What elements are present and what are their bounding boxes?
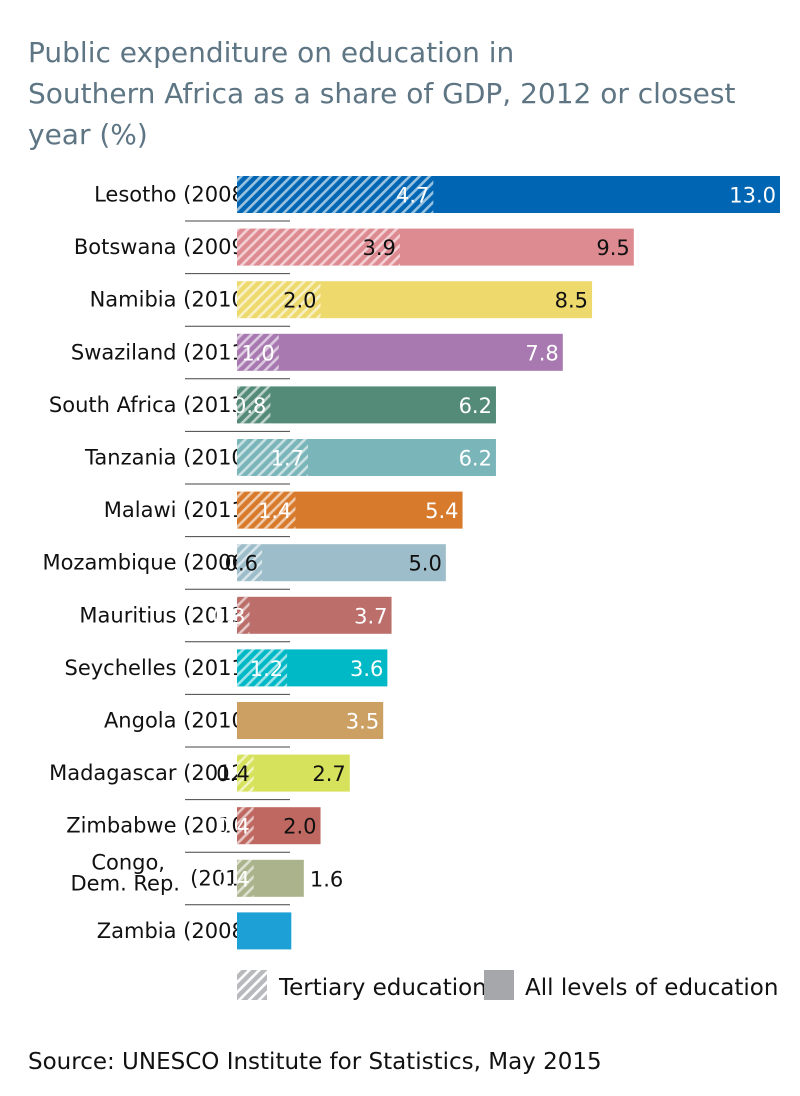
category-label: Zimbabwe (2010): [66, 814, 253, 838]
tertiary-value-label: 0.4: [216, 815, 249, 839]
category-label: Tanzania (2010): [84, 446, 253, 470]
bar-all-levels: [237, 754, 350, 792]
bar-all-levels: [237, 544, 446, 582]
all-levels-value-label: 6.2: [459, 394, 492, 418]
category-label: Malawi (2011): [104, 498, 253, 522]
bar-row: Congo, Dem. Rep. (2010)0.4 1.6: [71, 850, 343, 906]
category-label: Seychelles (2011): [65, 656, 254, 680]
bar-row: Zambia (2008) 1.3: [97, 912, 331, 950]
bar-row: Seychelles (2011)1.2 3.6: [65, 649, 388, 695]
all-levels-value-label: 8.5: [555, 289, 588, 313]
bar-tertiary: [237, 491, 296, 529]
category-label: Botswana (2009): [74, 235, 253, 259]
tertiary-value-label: 3.9: [362, 236, 395, 260]
bar-row: Malawi (2011) 1.4 5.4: [104, 491, 463, 538]
bar-tertiary: [237, 386, 271, 424]
tertiary-value-label: 0.4: [216, 762, 249, 786]
bar-row: Mozambique (2006)0.6 5.0: [42, 544, 446, 590]
category-label: Madagascar (2012): [49, 761, 253, 785]
tertiary-value-label: 1.2: [250, 657, 283, 681]
legend-item-all-levels: All levels of education: [484, 970, 778, 1001]
category-label: Swaziland (2011): [71, 340, 253, 364]
tertiary-value-label: 1.7: [271, 447, 304, 471]
legend-label-tertiary: Tertiary education: [278, 975, 487, 1001]
all-levels-value-label: 2.7: [312, 762, 345, 786]
category-label: Zambia (2008): [97, 919, 253, 943]
tertiary-value-label: 0.8: [233, 394, 266, 418]
chart-title: Public expenditure on education in Southe…: [28, 36, 735, 151]
bar-tertiary: [237, 333, 279, 371]
all-levels-value-label: 3.5: [346, 710, 379, 734]
all-levels-value-label: 5.0: [408, 552, 441, 576]
chart-title-line: Public expenditure on education in: [28, 36, 514, 69]
bar-tertiary: [237, 439, 309, 476]
bar-row: Lesotho (2008) 4.7 13.0: [94, 176, 780, 222]
tertiary-value-label: 0.6: [225, 552, 258, 576]
all-levels-value-label: 13.0: [729, 184, 776, 208]
bar-tertiary: [237, 228, 400, 266]
bar-all-levels: [237, 702, 384, 739]
bar-tertiary: [237, 596, 250, 634]
all-levels-value-label: 7.8: [525, 341, 558, 365]
tertiary-value-label: 0.4: [216, 867, 249, 891]
category-label: Angola (2010): [104, 709, 253, 733]
tertiary-value-label: 0.3: [212, 604, 245, 628]
tertiary-value-label: 1.0: [241, 341, 274, 365]
bar-tertiary: [237, 649, 288, 687]
chart-title-line: Southern Africa as a share of GDP, 2012 …: [28, 77, 735, 110]
category-label: Lesotho (2008): [94, 183, 253, 207]
legend: Tertiary education All levels of educatio…: [237, 970, 778, 1001]
bar-row: Mauritius (2013)0.3 3.7: [79, 596, 392, 643]
all-levels-value-label: 3.7: [354, 604, 387, 628]
bar-tertiary: [237, 544, 263, 582]
tertiary-value-label: 2.0: [283, 289, 316, 313]
all-levels-value-label: 2.0: [283, 815, 316, 839]
bar-tertiary: [237, 754, 254, 792]
category-label: Mauritius (2013): [79, 603, 253, 627]
all-levels-value-label: 1.3: [297, 920, 330, 944]
category-label: South Africa (2013): [49, 393, 253, 417]
bar-row: Zimbabwe (2010)0.4 2.0: [66, 807, 321, 853]
bar-row: Tanzania (2010) 1.7 6.2: [84, 439, 496, 485]
bar-tertiary: [237, 807, 254, 845]
all-levels-value-label: 6.2: [459, 447, 492, 471]
bar-row: Botswana (2009) 3.9 9.5: [74, 228, 634, 275]
bar-all-levels: [237, 333, 563, 371]
bar-all-levels: [237, 386, 496, 424]
legend-label-all-levels: All levels of education: [525, 975, 778, 1001]
bar-row: Madagascar (2012)0.4 2.7: [49, 754, 350, 801]
bar-all-levels: [237, 596, 392, 634]
tertiary-value-label: 1.4: [258, 499, 291, 523]
bar-row: South Africa (2013)0.8 6.2: [49, 386, 496, 432]
bar-tertiary: [237, 176, 434, 213]
bars: Lesotho (2008) 4.7 13.0 Botswana (2009) 3.9 9…: [42, 176, 780, 950]
chart-title-line: year (%): [28, 118, 148, 151]
category-label: Mozambique (2006): [42, 551, 253, 575]
bar-row: Namibia (2010) 2.0 8.5: [90, 281, 593, 327]
bar-tertiary: [237, 281, 321, 319]
tertiary-value-label: 4.7: [396, 184, 429, 208]
all-levels-value-label: 5.4: [425, 499, 458, 523]
source-note: Source: UNESCO Institute for Statistics,…: [28, 1049, 602, 1075]
all-levels-value-label: 1.6: [310, 867, 343, 891]
all-levels-value-label: 3.6: [350, 657, 383, 681]
legend-item-tertiary: Tertiary education: [237, 970, 487, 1001]
bar-all-levels: [237, 912, 292, 950]
bar-row: Angola (2010) 3.5: [104, 702, 384, 748]
bar-row: Swaziland (2011)1.0 7.8: [71, 333, 563, 380]
bar-tertiary: [237, 859, 254, 897]
all-levels-value-label: 9.5: [596, 236, 629, 260]
legend-swatch-all-levels: [484, 970, 514, 1000]
category-label: Namibia (2010): [90, 288, 253, 312]
